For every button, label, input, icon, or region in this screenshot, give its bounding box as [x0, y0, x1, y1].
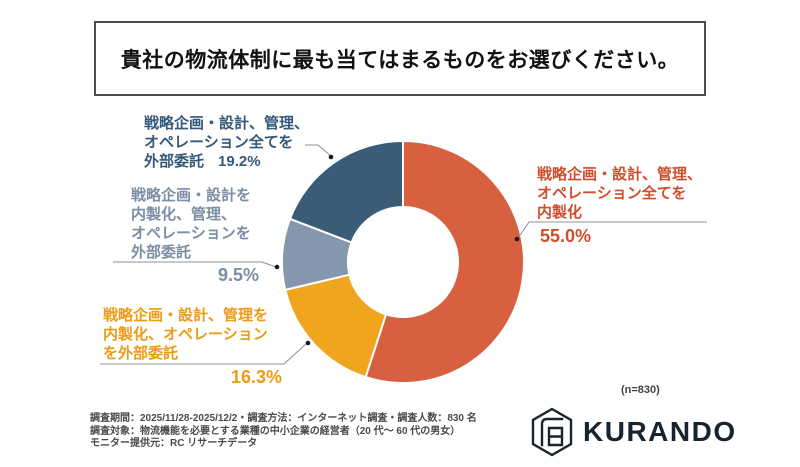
label-outsource-mgmt-ops: 戦略企画・設計を 内製化、管理、 オペレーションを 外部委託	[131, 186, 251, 262]
label-line: オペレーションを	[131, 225, 251, 242]
label-line: 外部委託	[144, 153, 205, 170]
leader-line-outsource-mgmt-ops	[113, 261, 277, 268]
label-line: 内製化、管理、	[131, 206, 237, 223]
label-line: 外部委託	[131, 244, 192, 261]
percent-outsource-mgmt-ops: 9.5%	[217, 265, 259, 285]
donut-slice-3	[288, 140, 404, 244]
label-line: 戦略企画・設計、管理、	[537, 166, 703, 183]
leader-dot-outsource-all	[328, 154, 334, 160]
donut-slice-1	[284, 273, 387, 379]
percent-value: 19.2%	[218, 153, 261, 170]
leader-lines	[100, 144, 707, 365]
kurando-logo-text: KURANDO	[583, 416, 737, 447]
label-own-all: 戦略企画・設計、管理、 オペレーション全てを 内製化	[537, 165, 702, 222]
sample-size-label: (n=830)	[621, 384, 660, 396]
label-line: 戦略企画・設計を	[131, 187, 252, 204]
label-line: 戦略企画・設計、管理、	[144, 115, 310, 132]
label-outsource-all: 戦略企画・設計、管理、 オペレーション全てを 外部委託 19.2%	[144, 114, 309, 171]
leader-line-own-all	[517, 221, 707, 239]
survey-note-line: 調査期間：2025/11/28-2025/12/2・調査方法：インターネット調査…	[90, 413, 477, 424]
kurando-hexagon-icon	[531, 407, 573, 457]
label-line: オペレーション全てを	[144, 134, 294, 151]
label-outsource-ops: 戦略企画・設計、管理を 内製化、オペレーション を外部委託	[103, 306, 268, 363]
leader-dots	[274, 154, 520, 346]
label-line: 戦略企画・設計、管理を	[103, 307, 269, 324]
survey-note-line: モニター提供元：RC リサーチデータ	[90, 438, 258, 449]
leader-dot-outsource-mgmt-ops	[274, 264, 280, 270]
kurando-logo: KURANDO	[529, 407, 737, 457]
percent-outsource-ops: 16.3%	[230, 367, 282, 387]
leader-dot-outsource-ops	[305, 340, 311, 346]
label-line: 内製化	[537, 204, 583, 221]
label-line: を外部委託	[103, 345, 179, 362]
label-line: 外部委託 19.2%	[144, 152, 309, 171]
donut-slices	[281, 140, 525, 384]
leader-line-outsource-all	[305, 144, 332, 157]
donut-slice-0	[364, 140, 525, 384]
title-box: 貴社の物流体制に最も当てはまるものをお選びください。	[94, 21, 706, 96]
percent-own-all: 55.0%	[540, 226, 592, 246]
label-line: オペレーション全てを	[537, 185, 687, 202]
survey-note-line: 調査対象：物流機能を必要とする業種の中小企業の経営者（20 代～ 60 代の男女…	[90, 425, 461, 437]
chart-title: 貴社の物流体制に最も当てはまるものをお選びください。	[120, 48, 680, 72]
survey-notes: 調査期間：2025/11/28-2025/12/2・調査方法：インターネット調査…	[90, 413, 477, 451]
label-line: 内製化、オペレーション	[103, 326, 268, 343]
leader-dot-own-all	[514, 236, 520, 242]
leader-line-outsource-ops	[100, 342, 308, 365]
